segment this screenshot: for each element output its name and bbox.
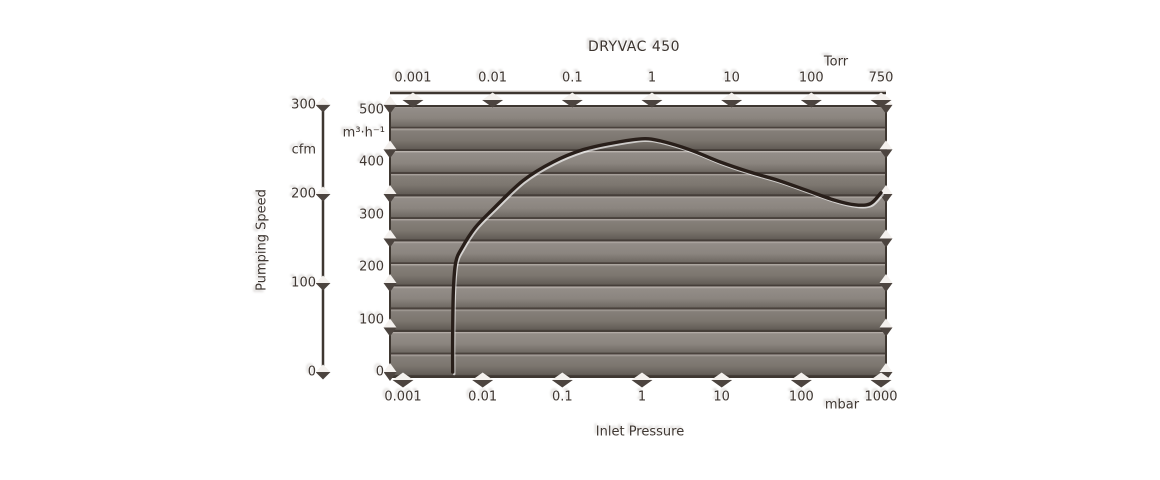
outer-y-axis-tick	[315, 282, 331, 291]
bottom-axis-tick	[631, 380, 653, 388]
outer-y-axis-tick	[315, 275, 331, 283]
outer-y-axis-tick	[315, 104, 331, 113]
bottom-axis-tick	[551, 372, 573, 380]
inner-y-tick-label: 200	[359, 259, 384, 275]
inner-y-tick-label: 400	[359, 154, 384, 170]
left-edge-tick	[383, 282, 397, 292]
right-edge-tick	[879, 149, 893, 159]
left-edge-tick	[383, 95, 397, 105]
right-edge-tick	[879, 184, 893, 194]
top-axis-unit: Torr	[823, 54, 849, 70]
right-edge-tick	[879, 327, 893, 337]
bottom-axis-tick	[392, 372, 414, 380]
top-axis-tick-label: 100	[798, 70, 824, 86]
bottom-axis-tick	[472, 372, 494, 380]
pumping-speed-curve	[450, 137, 883, 374]
bottom-axis-tick-label: 1	[637, 389, 647, 405]
left-edge-tick	[383, 193, 397, 203]
inner-y-tick-label: 500	[359, 102, 384, 118]
outer-y-axis-unit: cfm	[291, 142, 316, 158]
outer-y-axis-tick	[315, 97, 331, 105]
bottom-axis-tick-label: 100	[788, 389, 814, 405]
top-axis-tick	[870, 100, 892, 108]
right-edge-tick	[879, 229, 893, 239]
right-edge-tick	[879, 363, 893, 372]
top-axis-tick	[721, 92, 743, 100]
inner-y-tick-label: 100	[359, 312, 384, 328]
top-axis-tick	[482, 100, 504, 108]
bottom-axis-tick	[870, 372, 892, 380]
left-edge-tick	[383, 229, 397, 239]
chart-title: DRYVAC 450	[587, 39, 681, 55]
left-edge-tick	[383, 104, 397, 114]
y-axis-title: Pumping Speed	[254, 189, 270, 291]
outer-y-axis-tick	[315, 364, 331, 372]
inner-y-axis-unit: m³·h⁻¹	[342, 125, 385, 141]
outer-y-axis-tick	[315, 193, 331, 202]
right-edge-tick	[879, 140, 893, 150]
left-edge-tick	[383, 372, 397, 381]
bottom-axis-tick	[392, 380, 414, 388]
top-axis-tick	[561, 92, 583, 100]
left-edge-tick	[383, 149, 397, 159]
top-axis-tick-label: 0.001	[394, 70, 432, 86]
top-axis-tick	[641, 100, 663, 108]
outer-y-tick-label: 0	[307, 364, 316, 380]
outer-y-axis-tick	[315, 372, 331, 380]
curve-highlight	[452, 139, 884, 376]
top-axis-tick-label: 750	[868, 70, 894, 86]
bottom-axis-tick-label: 1000	[864, 389, 898, 405]
bottom-axis-tick	[711, 380, 733, 388]
left-edge-tick	[383, 318, 397, 328]
bottom-axis-tick-label: 0.001	[384, 389, 422, 405]
inner-y-tick-label: 0	[375, 364, 384, 380]
top-axis-tick	[482, 92, 504, 100]
top-axis-tick	[561, 100, 583, 108]
top-axis-tick	[800, 100, 822, 108]
bottom-axis-tick	[472, 380, 494, 388]
top-axis-tick-label: 0.1	[561, 70, 583, 86]
top-axis-tick	[721, 100, 743, 108]
outer-y-tick-label: 100	[291, 275, 316, 291]
plot-area	[390, 106, 886, 377]
top-axis-tick	[402, 92, 424, 100]
left-edge-tick	[383, 273, 397, 283]
top-axis-tick	[402, 100, 424, 108]
left-edge-tick	[383, 140, 397, 150]
bottom-axis-tick-label: 10	[713, 389, 730, 405]
top-axis-tick-label: 1	[647, 70, 657, 86]
top-axis-tick-label: 10	[723, 70, 740, 86]
outer-y-tick-label: 300	[291, 97, 316, 113]
top-axis-tick	[800, 92, 822, 100]
outer-y-axis-tick	[315, 186, 331, 194]
top-axis-tick	[870, 92, 892, 100]
bottom-axis-tick	[631, 372, 653, 380]
bottom-axis-tick	[551, 380, 573, 388]
right-edge-tick	[879, 282, 893, 292]
top-axis-tick	[641, 92, 663, 100]
left-edge-tick	[383, 184, 397, 194]
bottom-axis-tick-label: 0.1	[551, 389, 573, 405]
x-axis-title: Inlet Pressure	[595, 424, 685, 440]
outer-y-tick-label: 200	[291, 186, 316, 202]
bottom-axis-tick-label: 0.01	[468, 389, 498, 405]
top-axis-tick-label: 0.01	[478, 70, 508, 86]
bottom-axis-tick	[711, 372, 733, 380]
left-edge-tick	[383, 363, 397, 372]
bottom-axis-tick	[790, 380, 812, 388]
inner-y-tick-label: 300	[359, 207, 384, 223]
left-edge-tick	[383, 238, 397, 248]
right-edge-tick	[879, 318, 893, 328]
bottom-axis-tick	[870, 380, 892, 388]
bottom-axis-tick	[790, 372, 812, 380]
right-edge-tick	[879, 273, 893, 283]
right-edge-tick	[879, 104, 893, 114]
left-edge-tick	[383, 327, 397, 337]
right-edge-tick	[879, 238, 893, 248]
bottom-axis-unit: mbar	[824, 397, 860, 413]
